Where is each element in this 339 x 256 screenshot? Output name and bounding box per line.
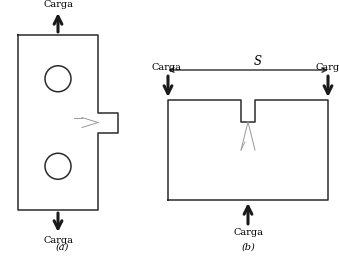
Text: S: S	[254, 55, 262, 68]
Text: (a): (a)	[55, 243, 69, 252]
Text: Carga: Carga	[151, 63, 181, 72]
Text: (b): (b)	[241, 243, 255, 252]
Text: Carga: Carga	[43, 236, 73, 245]
Text: Carga: Carga	[315, 63, 339, 72]
Text: Carga: Carga	[43, 0, 73, 9]
Text: Carga: Carga	[233, 228, 263, 237]
